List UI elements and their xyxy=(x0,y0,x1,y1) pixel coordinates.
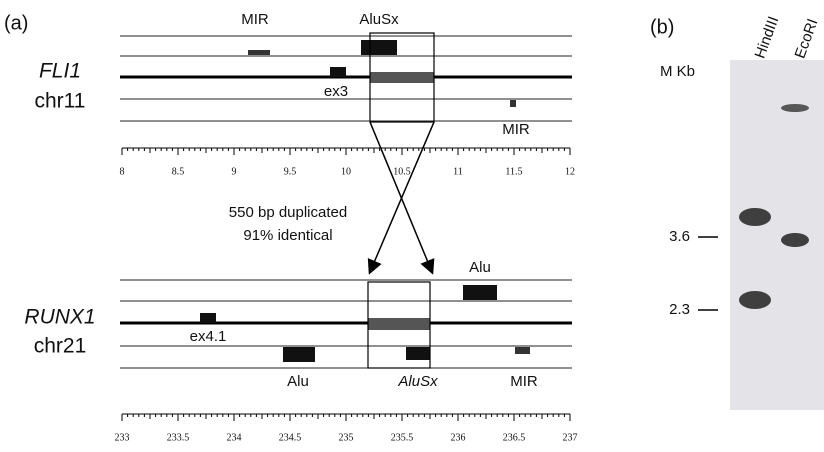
band xyxy=(739,291,771,309)
tick-label: 9.5 xyxy=(284,166,297,177)
gene-name: FLI1 xyxy=(39,60,81,83)
tick-label: 236 xyxy=(451,432,466,443)
tick-label: 12 xyxy=(565,166,575,177)
tick-label: 8.5 xyxy=(172,166,185,177)
size-header: M Kb xyxy=(660,63,695,80)
band xyxy=(781,233,809,247)
feature-label: ex3 xyxy=(324,83,348,100)
marker-label: 2.3 xyxy=(669,301,690,318)
tick-label: 233 xyxy=(115,432,130,443)
figure: (a) MIR AluSx ex3 MIR FLI1 chr11 550 bp … xyxy=(0,0,824,452)
band xyxy=(781,104,809,112)
tick-label: 234 xyxy=(227,432,242,443)
feature-label: Alu xyxy=(469,259,491,276)
tick-label: 11.5 xyxy=(505,166,522,177)
tick-label: 10.5 xyxy=(393,166,411,177)
feature-label: ex4.1 xyxy=(190,328,227,345)
feature-label: MIR xyxy=(502,121,530,138)
tick-label: 10 xyxy=(341,166,351,177)
bottom-tracks xyxy=(120,280,572,368)
feature-label: AluSx xyxy=(397,373,438,390)
lane-label: HindIII xyxy=(752,14,783,61)
gel xyxy=(730,60,824,410)
feature-label: AluSx xyxy=(359,11,399,28)
lane-label: EcoRI xyxy=(792,17,822,61)
tick-label: 9 xyxy=(232,166,237,177)
feature-label: MIR xyxy=(241,11,269,28)
tick-label: 235 xyxy=(339,432,354,443)
tick-label: 237 xyxy=(563,432,578,443)
marker-label: 3.6 xyxy=(669,228,690,245)
tick-label: 233.5 xyxy=(167,432,190,443)
tick-label: 8 xyxy=(120,166,125,177)
chromosome: chr11 xyxy=(35,90,86,113)
panel-label: (a) xyxy=(4,12,28,34)
chromosome: chr21 xyxy=(34,335,87,358)
feature-label: Alu xyxy=(287,373,309,390)
gene-name: RUNX1 xyxy=(24,306,95,329)
tick-label: 236.5 xyxy=(503,432,526,443)
tick-label: 235.5 xyxy=(391,432,414,443)
band xyxy=(739,208,771,226)
top-tracks xyxy=(120,33,572,122)
annotation: 550 bp duplicated xyxy=(229,204,347,221)
tick-label: 11 xyxy=(453,166,463,177)
feature-label: MIR xyxy=(510,373,538,390)
annotation: 91% identical xyxy=(243,227,332,244)
panel-label: (b) xyxy=(650,16,674,38)
tick-label: 234.5 xyxy=(279,432,302,443)
